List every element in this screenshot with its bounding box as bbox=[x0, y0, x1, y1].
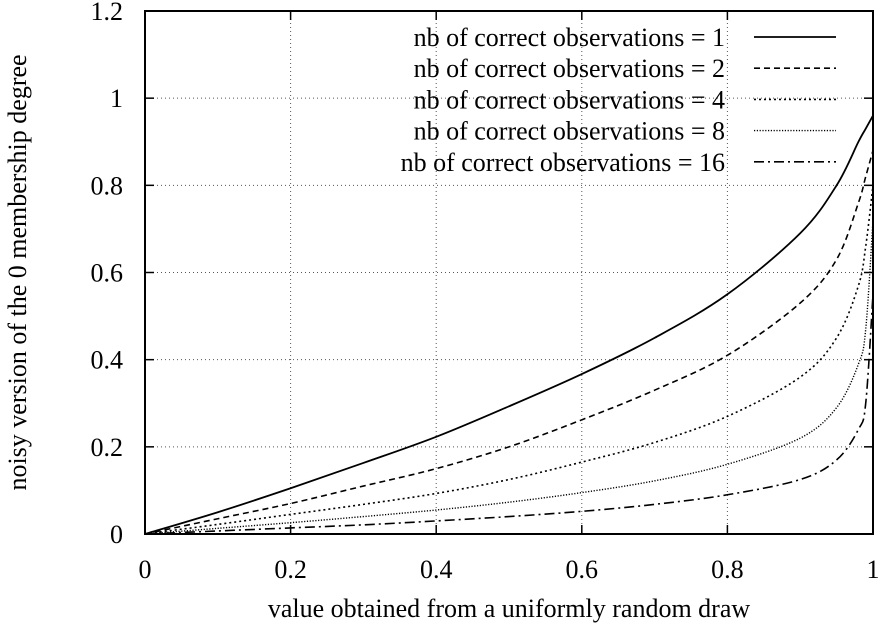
series-line-5 bbox=[145, 294, 873, 534]
x-tick-label: 0.6 bbox=[566, 555, 599, 584]
chart: 0 0.2 0.4 0.6 0.8 1 0 0.2 0.4 0.6 0.8 1 1.2 nb of co… bbox=[0, 0, 882, 629]
series-line-1 bbox=[145, 116, 873, 534]
x-tick-label: 0.8 bbox=[711, 555, 744, 584]
x-tick-label: 0.2 bbox=[274, 555, 307, 584]
y-tick-label: 0.8 bbox=[91, 171, 124, 200]
legend: nb of correct observations = 1nb of corr… bbox=[401, 23, 836, 177]
legend-label: nb of correct observations = 1 bbox=[414, 23, 725, 52]
y-tick-label: 0.2 bbox=[91, 433, 124, 462]
legend-label: nb of correct observations = 2 bbox=[414, 54, 725, 83]
x-axis-label: value obtained from a uniformly random d… bbox=[268, 594, 751, 623]
x-tick-label: 0 bbox=[139, 555, 152, 584]
y-axis-label: noisy version of the 0 membership degree bbox=[3, 54, 32, 490]
legend-label: nb of correct observations = 8 bbox=[414, 117, 725, 146]
y-tick-label: 0.6 bbox=[91, 259, 124, 288]
series-layer bbox=[145, 116, 873, 534]
y-tick-label: 0 bbox=[110, 520, 123, 549]
x-tick-label: 0.4 bbox=[420, 555, 453, 584]
legend-label: nb of correct observations = 4 bbox=[414, 85, 725, 114]
series-line-2 bbox=[145, 150, 873, 534]
y-tick-label: 1.2 bbox=[91, 0, 124, 26]
x-tick-label: 1 bbox=[867, 555, 880, 584]
legend-label: nb of correct observations = 16 bbox=[401, 148, 725, 177]
y-tick-label: 0.4 bbox=[91, 346, 124, 375]
y-tick-label: 1 bbox=[110, 84, 123, 113]
